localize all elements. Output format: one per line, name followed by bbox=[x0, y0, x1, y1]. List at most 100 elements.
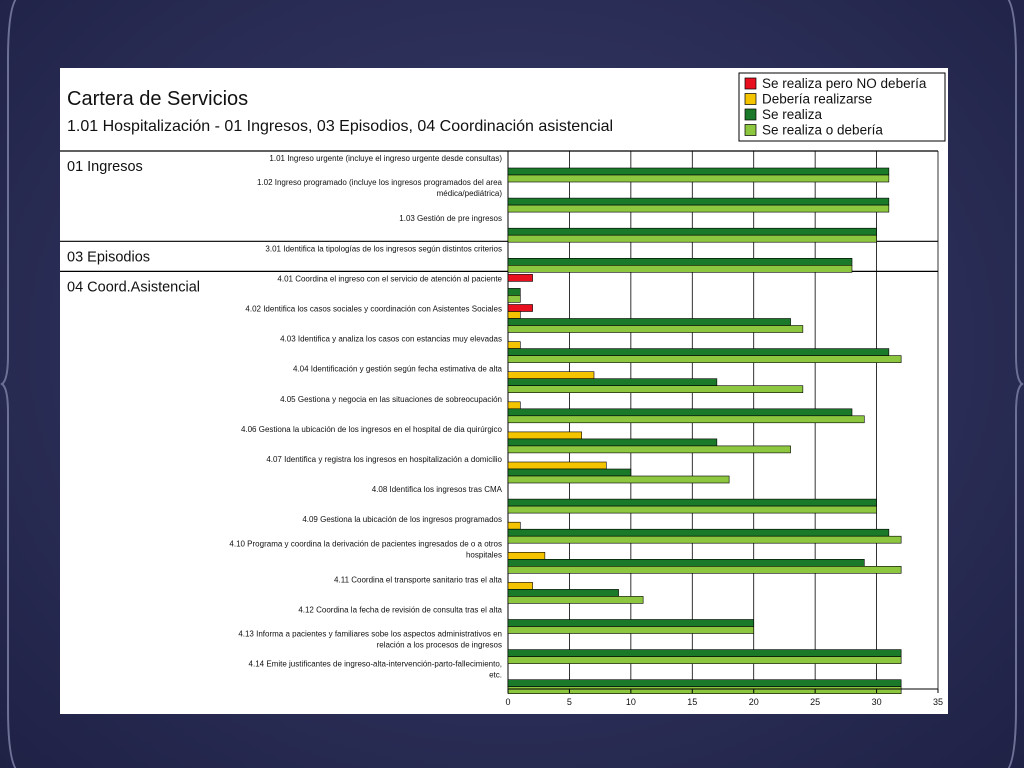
category-label-8: 4.04 Identificación y gestión según fech… bbox=[293, 365, 503, 374]
bar-row11-series4 bbox=[507, 475, 730, 484]
legend-label-2: Debería realizarse bbox=[762, 92, 872, 107]
category-row-5: 4.01 Coordina el ingreso con el servicio… bbox=[277, 274, 533, 303]
bar-row14-series2 bbox=[507, 551, 546, 560]
section-labels: 01 Ingresos 03 Episodios 04 Coord.Asistenc… bbox=[67, 159, 200, 295]
left-bracket-decoration bbox=[0, 0, 17, 768]
category-row-12: 4.08 Identifica los ingresos tras CMA bbox=[372, 485, 877, 514]
category-row-3: 1.03 Gestión de pre ingresos bbox=[399, 214, 877, 243]
bar-row6-series4 bbox=[507, 325, 804, 333]
category-label-5: 4.01 Coordina el ingreso con el servicio… bbox=[277, 274, 502, 283]
category-row-10: 4.06 Gestiona la ubicación de los ingres… bbox=[241, 425, 791, 454]
bar-row10-series2 bbox=[507, 431, 583, 440]
x-axis: 0 5 10 15 20 25 30 35 bbox=[505, 688, 943, 707]
category-label-17: 4.13 Informa a pacientes y familiares so… bbox=[238, 630, 502, 650]
bar-row2-series3 bbox=[507, 197, 890, 206]
category-label-7: 4.03 Identifica y analiza los casos con … bbox=[280, 335, 502, 344]
bar-row17-series4 bbox=[507, 656, 902, 664]
right-bracket-decoration bbox=[1007, 0, 1024, 768]
bar-row1-series3 bbox=[507, 167, 890, 176]
category-label-line: 4.13 Informa a pacientes y familiares so… bbox=[238, 630, 502, 639]
category-row-17: 4.13 Informa a pacientes y familiares so… bbox=[238, 630, 902, 664]
bar-row18-series4 bbox=[507, 686, 902, 695]
category-label-line: 4.14 Emite justificantes de ingreso-alta… bbox=[249, 660, 502, 669]
bar-row2-series4 bbox=[507, 204, 890, 213]
bar-row13-series3 bbox=[507, 528, 890, 537]
bar-row5-series3 bbox=[507, 288, 521, 296]
bar-row10-series3 bbox=[507, 438, 718, 447]
bar-row5-series4 bbox=[507, 295, 521, 303]
bar-row13-series2 bbox=[507, 521, 521, 530]
bar-row5-series1 bbox=[507, 274, 533, 282]
chart-title: Cartera de Servicios bbox=[67, 88, 248, 110]
category-label-10: 4.06 Gestiona la ubicación de los ingres… bbox=[241, 425, 503, 434]
bar-row7-series2 bbox=[507, 341, 521, 349]
category-label-1: 1.01 Ingreso urgente (incluye el ingreso… bbox=[269, 154, 502, 163]
legend-label-3: Se realiza bbox=[762, 107, 823, 122]
bar-row4-series3 bbox=[507, 258, 853, 266]
category-label-line: 4.10 Programa y coordina la derivación d… bbox=[229, 539, 502, 548]
bar-row12-series3 bbox=[507, 498, 877, 507]
legend-label-4: Se realiza o debería bbox=[762, 123, 883, 138]
bar-row13-series4 bbox=[507, 535, 902, 544]
category-row-2: 1.02 Ingreso programado (incluye los ing… bbox=[257, 178, 890, 213]
bar-row14-series4 bbox=[507, 565, 902, 574]
chart-panel: Cartera de Servicios 1.01 Hospitalizació… bbox=[60, 68, 948, 714]
legend-box bbox=[738, 72, 946, 142]
bar-row3-series3 bbox=[507, 227, 877, 236]
category-row-9: 4.05 Gestiona y negocia en las situacion… bbox=[280, 395, 865, 424]
x-tick-label-0: 0 bbox=[505, 697, 510, 707]
x-tick-label-30: 30 bbox=[872, 697, 882, 707]
category-rows: 1.01 Ingreso urgente (incluye el ingreso… bbox=[229, 154, 902, 695]
bar-row6-series2 bbox=[507, 311, 521, 319]
category-label-2: 1.02 Ingreso programado (incluye los ing… bbox=[257, 178, 503, 198]
bar-row9-series3 bbox=[507, 408, 853, 417]
bar-row15-series2 bbox=[507, 582, 533, 590]
category-row-14: 4.10 Programa y coordina la derivación d… bbox=[229, 539, 902, 574]
bar-row14-series3 bbox=[507, 558, 865, 567]
category-label-line: 1.02 Ingreso programado (incluye los ing… bbox=[257, 178, 503, 187]
category-label-line: médica/pediátrica) bbox=[437, 189, 503, 198]
x-tick-label-10: 10 bbox=[626, 697, 636, 707]
category-label-9: 4.05 Gestiona y negocia en las situacion… bbox=[280, 395, 502, 404]
bar-row7-series3 bbox=[507, 348, 890, 356]
bar-row12-series4 bbox=[507, 505, 877, 514]
category-label-12: 4.08 Identifica los ingresos tras CMA bbox=[372, 485, 503, 494]
category-row-1: 1.01 Ingreso urgente (incluye el ingreso… bbox=[269, 154, 890, 183]
bar-row6-series3 bbox=[507, 318, 791, 326]
bar-row4-series4 bbox=[507, 265, 853, 273]
section-label-2: 03 Episodios bbox=[67, 249, 150, 265]
category-row-15: 4.11 Coordina el transporte sanitario tr… bbox=[334, 575, 644, 604]
bar-row3-series4 bbox=[507, 234, 877, 243]
bar-row6-series1 bbox=[507, 304, 533, 312]
category-label-line: relación a los procesos de ingresos bbox=[377, 641, 502, 650]
x-tick-label-15: 15 bbox=[687, 697, 697, 707]
category-row-11: 4.07 Identifica y registra los ingresos … bbox=[266, 455, 730, 484]
services-bar-chart: Cartera de Servicios 1.01 Hospitalizació… bbox=[60, 72, 946, 707]
bar-row9-series2 bbox=[507, 401, 521, 410]
bar-row11-series2 bbox=[507, 461, 607, 470]
legend-swatch-4 bbox=[744, 124, 757, 136]
bar-row15-series3 bbox=[507, 589, 619, 597]
category-label-15: 4.11 Coordina el transporte sanitario tr… bbox=[334, 575, 502, 584]
bar-row7-series4 bbox=[507, 355, 902, 363]
legend-swatch-3 bbox=[744, 108, 757, 121]
section-label-1: 01 Ingresos bbox=[67, 159, 143, 175]
category-label-line: etc. bbox=[489, 671, 502, 680]
category-label-6: 4.02 Identifica los casos sociales y coo… bbox=[245, 305, 502, 314]
category-label-13: 4.09 Gestiona la ubicación de los ingres… bbox=[302, 515, 502, 524]
legend-label-1: Se realiza pero NO debería bbox=[762, 76, 927, 91]
bar-row15-series4 bbox=[507, 596, 644, 604]
category-row-8: 4.04 Identificación y gestión según fech… bbox=[293, 365, 804, 394]
bar-row16-series4 bbox=[507, 626, 755, 634]
bar-row8-series2 bbox=[507, 371, 595, 380]
category-label-line: hospitales bbox=[466, 550, 502, 559]
x-tick-label-25: 25 bbox=[810, 697, 820, 707]
bar-row10-series4 bbox=[507, 445, 791, 454]
category-label-18: 4.14 Emite justificantes de ingreso-alta… bbox=[249, 660, 502, 680]
bar-row8-series4 bbox=[507, 385, 804, 394]
chart-subtitle: 1.01 Hospitalización - 01 Ingresos, 03 E… bbox=[67, 118, 613, 135]
category-label-4: 3.01 Identifica la tipologías de los ing… bbox=[265, 244, 502, 253]
category-label-11: 4.07 Identifica y registra los ingresos … bbox=[266, 455, 502, 464]
x-tick-label-35: 35 bbox=[933, 697, 943, 707]
